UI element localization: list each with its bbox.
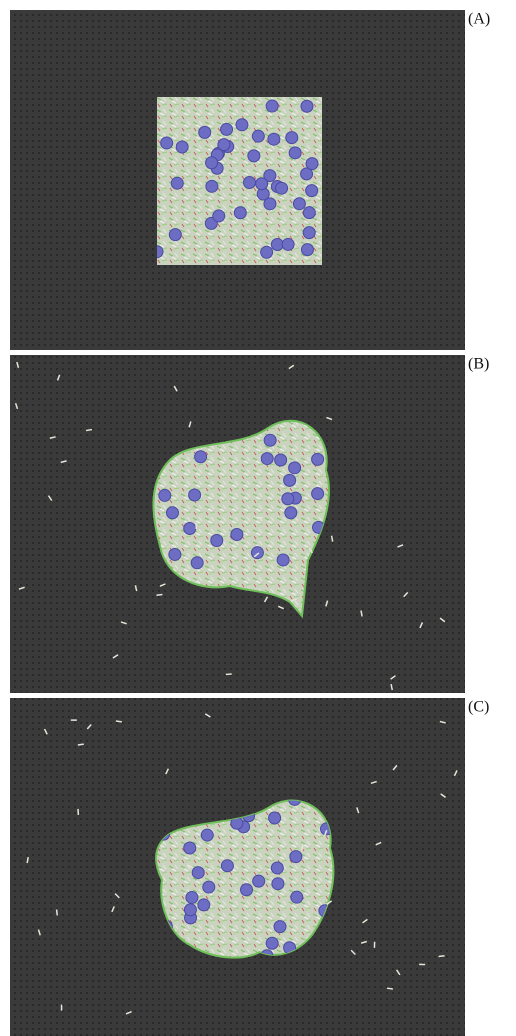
ion	[272, 878, 284, 890]
ion	[241, 884, 253, 896]
ion	[293, 198, 305, 210]
figure: (A) (B) (C)	[0, 0, 516, 1036]
ion	[271, 238, 283, 250]
ion	[206, 180, 218, 192]
ion	[264, 434, 276, 446]
ion	[206, 157, 218, 169]
ion	[274, 921, 286, 933]
ion	[301, 244, 313, 256]
ion	[261, 246, 273, 258]
ion	[286, 132, 298, 144]
ion	[184, 904, 196, 916]
ion	[291, 891, 303, 903]
ion	[184, 842, 196, 854]
ion	[191, 557, 203, 569]
ion	[176, 141, 188, 153]
ion	[213, 210, 225, 222]
ion	[303, 207, 315, 219]
free-molecule	[156, 594, 162, 595]
ion	[284, 474, 296, 486]
ion	[285, 507, 297, 519]
free-molecule	[57, 909, 58, 915]
ion	[159, 489, 171, 501]
ion	[275, 454, 287, 466]
ion	[269, 812, 281, 824]
ion	[282, 238, 294, 250]
ion	[276, 182, 288, 194]
ion	[306, 185, 318, 197]
ion	[218, 139, 230, 151]
ion	[282, 493, 294, 505]
ion	[186, 891, 198, 903]
ion	[192, 867, 204, 879]
ion	[234, 207, 246, 219]
ion	[271, 862, 283, 874]
ion	[244, 176, 256, 188]
panel-label: (A)	[468, 11, 490, 28]
ion	[161, 137, 173, 149]
ion	[189, 489, 201, 501]
free-molecule	[302, 844, 303, 850]
ion	[199, 126, 211, 138]
ion	[261, 453, 273, 465]
free-molecule	[332, 536, 333, 542]
ion	[290, 851, 302, 863]
ion	[306, 158, 318, 170]
ion	[221, 860, 233, 872]
ion	[231, 529, 243, 541]
ion	[201, 829, 213, 841]
ion	[256, 178, 268, 190]
free-molecule	[86, 430, 92, 431]
ion	[248, 150, 260, 162]
free-molecule	[78, 744, 84, 745]
ion	[236, 119, 248, 131]
ion	[251, 547, 263, 559]
ion	[203, 881, 215, 893]
ion	[198, 899, 210, 911]
ion	[289, 462, 301, 474]
ion	[166, 507, 178, 519]
ion	[303, 227, 315, 239]
ion	[195, 451, 207, 463]
ion	[184, 523, 196, 535]
panel-label: (B)	[468, 356, 489, 373]
ion	[169, 229, 181, 241]
ion	[301, 100, 313, 112]
ion	[221, 123, 233, 135]
ion	[277, 554, 289, 566]
ion	[268, 133, 280, 145]
free-molecule	[116, 721, 122, 722]
free-molecule	[387, 988, 393, 989]
ion	[252, 130, 264, 142]
free-molecule	[439, 956, 445, 957]
ion	[169, 548, 181, 560]
ion	[266, 937, 278, 949]
ion	[171, 177, 183, 189]
panel-label: (C)	[468, 699, 489, 716]
ion	[253, 875, 265, 887]
ion	[312, 488, 324, 500]
ion	[289, 147, 301, 159]
ion	[266, 100, 278, 112]
ion	[211, 535, 223, 547]
ion	[312, 453, 324, 465]
